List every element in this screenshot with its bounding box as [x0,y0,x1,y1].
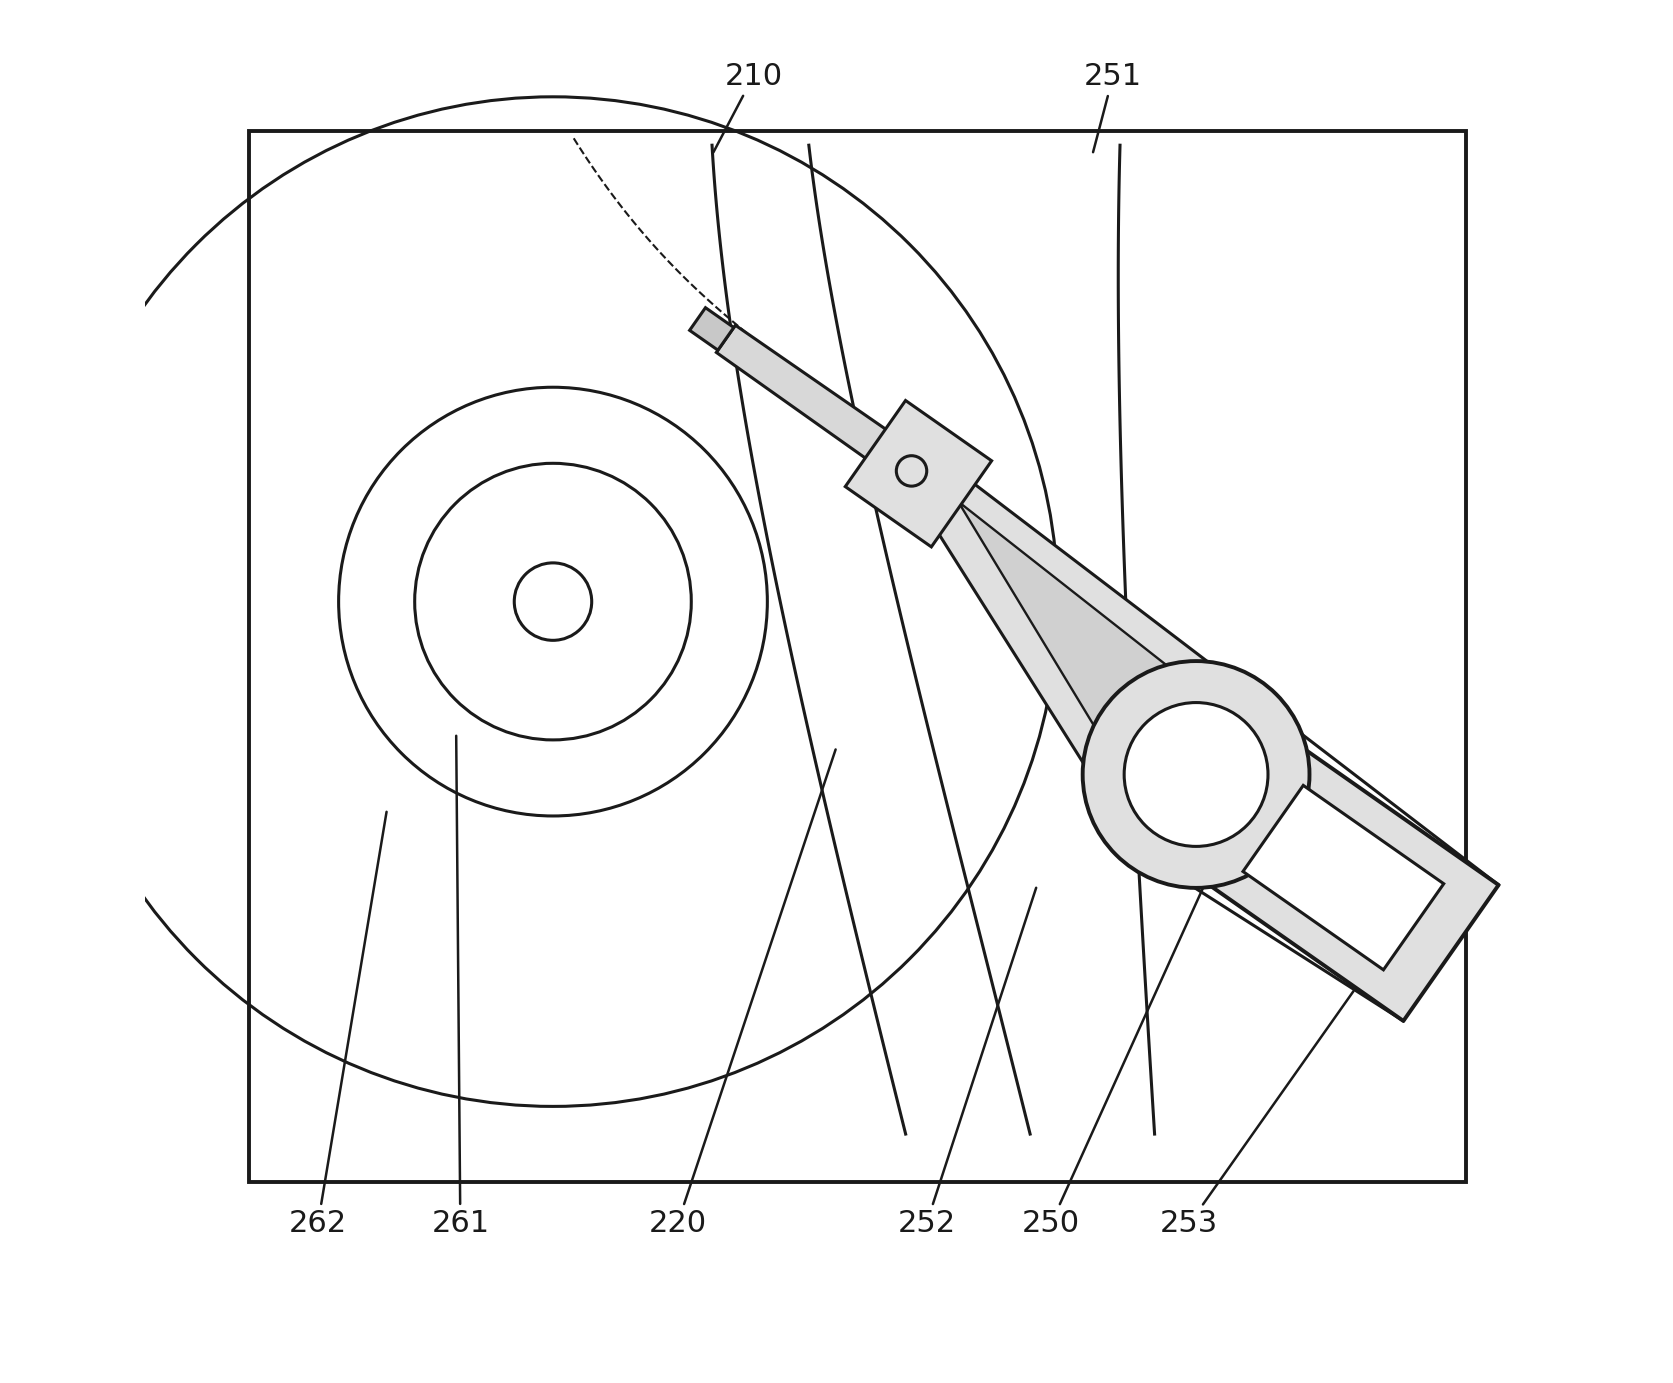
Circle shape [1082,661,1310,888]
Text: 251: 251 [1084,62,1143,152]
Bar [249,131,1466,1182]
Polygon shape [922,465,1251,853]
Text: 253: 253 [1159,992,1353,1238]
Text: 261: 261 [432,736,490,1238]
Circle shape [1124,703,1268,846]
Polygon shape [1188,734,1499,1021]
Text: 220: 220 [649,750,835,1238]
Text: 252: 252 [897,888,1036,1238]
Text: 262: 262 [289,812,386,1238]
Polygon shape [689,307,734,350]
Polygon shape [1243,786,1444,969]
Polygon shape [716,325,929,488]
Text: 250: 250 [1022,860,1216,1238]
Polygon shape [845,401,992,546]
Polygon shape [959,502,1235,830]
Text: 210: 210 [713,62,783,152]
